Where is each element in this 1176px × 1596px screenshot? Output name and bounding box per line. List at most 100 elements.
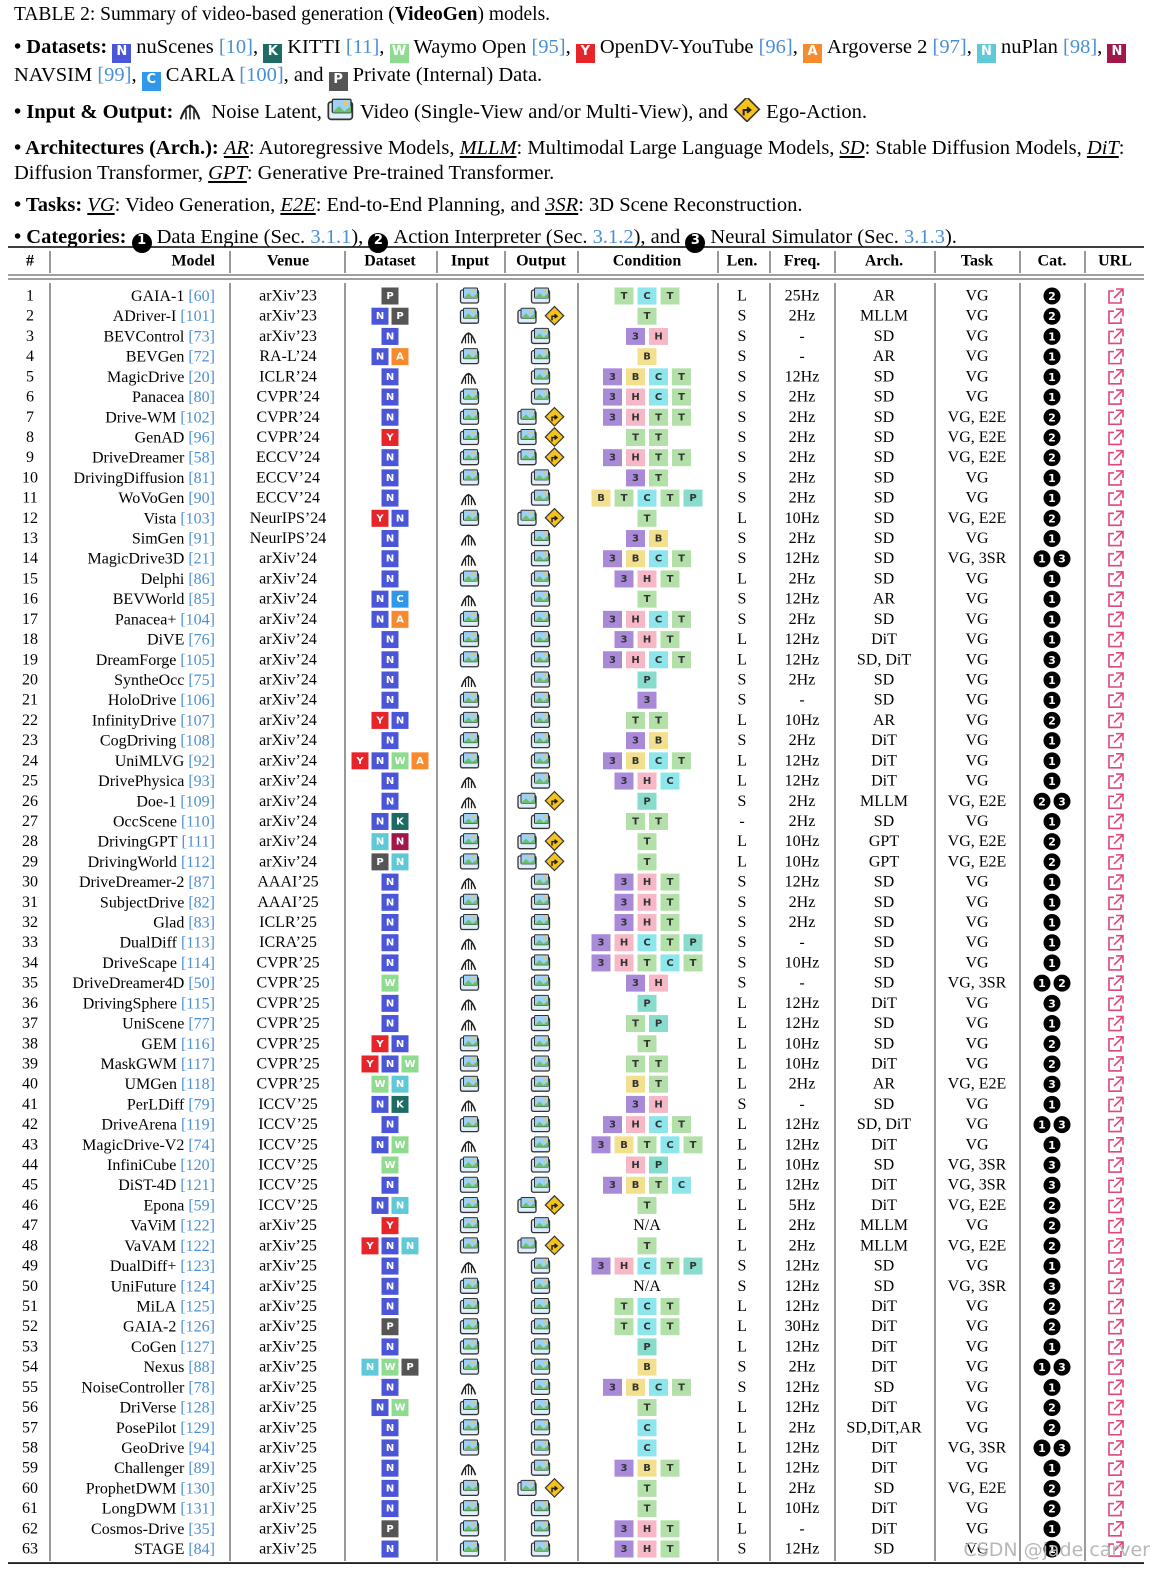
url-link[interactable] xyxy=(1108,1379,1124,1396)
url-link[interactable] xyxy=(1108,1096,1124,1113)
url-link[interactable] xyxy=(1108,672,1124,688)
url-link[interactable] xyxy=(1108,308,1124,325)
url-link[interactable] xyxy=(1108,328,1124,345)
length: S xyxy=(738,308,747,325)
io-icon xyxy=(459,388,480,405)
url-link[interactable] xyxy=(1108,1157,1124,1173)
url-link[interactable] xyxy=(1108,510,1124,527)
url-link[interactable] xyxy=(1108,1399,1124,1416)
url-link[interactable] xyxy=(1108,651,1124,668)
dataset-badge xyxy=(381,934,399,952)
url-link[interactable] xyxy=(1108,1258,1124,1274)
url-link[interactable] xyxy=(1108,490,1124,506)
frequency: 10Hz xyxy=(785,1035,820,1052)
io-icon xyxy=(459,1520,480,1537)
url-link[interactable] xyxy=(1108,1460,1124,1476)
architecture: SD xyxy=(874,1278,894,1295)
url-link[interactable] xyxy=(1108,550,1124,567)
condition-letter: P xyxy=(643,1342,650,1353)
url-link[interactable] xyxy=(1108,631,1124,648)
category-circle xyxy=(1043,570,1061,588)
condition-badge xyxy=(591,934,611,952)
io-icon xyxy=(460,1383,477,1395)
url-link[interactable] xyxy=(1108,995,1124,1012)
url-link[interactable] xyxy=(1108,530,1124,547)
url-link[interactable] xyxy=(1108,934,1124,951)
url-link[interactable] xyxy=(1108,874,1124,890)
condition-letter: T xyxy=(667,897,674,908)
url-link[interactable] xyxy=(1108,1339,1124,1355)
url-link[interactable] xyxy=(1108,1238,1124,1254)
io-icon xyxy=(460,494,477,506)
url-link[interactable] xyxy=(1108,1419,1124,1436)
condition-badge xyxy=(637,853,657,871)
model-name: VaViM xyxy=(130,1217,176,1234)
dataset-letter: N xyxy=(376,756,384,767)
url-link[interactable] xyxy=(1108,894,1124,911)
url-link[interactable] xyxy=(1108,692,1124,709)
url-link[interactable] xyxy=(1108,1521,1124,1537)
url-link[interactable] xyxy=(1108,1440,1124,1456)
condition-badge xyxy=(649,1055,668,1073)
url-link[interactable] xyxy=(1108,1278,1124,1295)
url-link[interactable] xyxy=(1108,1015,1124,1032)
url-link[interactable] xyxy=(1108,955,1124,971)
url-link[interactable] xyxy=(1108,854,1124,870)
category-number: 1 xyxy=(1048,957,1056,970)
url-link[interactable] xyxy=(1108,1197,1124,1214)
url-link[interactable] xyxy=(1108,389,1124,405)
condition-badge xyxy=(672,368,691,386)
url-link[interactable] xyxy=(1108,591,1124,607)
url-link[interactable] xyxy=(1108,1480,1124,1497)
url-link[interactable] xyxy=(1108,773,1124,789)
length: S xyxy=(738,914,747,931)
condition-letter: 3 xyxy=(621,918,628,929)
url-link[interactable] xyxy=(1108,914,1124,931)
url-link[interactable] xyxy=(1108,1116,1124,1133)
column-header: Model xyxy=(171,253,215,270)
condition-badge xyxy=(660,1298,680,1315)
url-link[interactable] xyxy=(1108,1318,1124,1335)
url-link[interactable] xyxy=(1108,1056,1124,1072)
url-link[interactable] xyxy=(1108,1177,1124,1194)
url-link[interactable] xyxy=(1108,1298,1124,1315)
legend-label: • Tasks: xyxy=(14,194,83,216)
condition-letter: 3 xyxy=(621,776,628,787)
dataset-letter: Y xyxy=(365,1241,374,1252)
url-link[interactable] xyxy=(1108,753,1124,769)
dataset-badge xyxy=(391,1136,409,1154)
url-link[interactable] xyxy=(1108,611,1124,628)
url-link[interactable] xyxy=(1108,1035,1124,1052)
url-link[interactable] xyxy=(1108,712,1124,729)
url-link[interactable] xyxy=(1108,1137,1124,1153)
url-link[interactable] xyxy=(1108,409,1124,426)
url-link[interactable] xyxy=(1108,571,1124,587)
url-link[interactable] xyxy=(1108,732,1124,749)
table-row: 35 DriveDreamer4D [50] CVPR’25 W 3 H S - SD VG, 3S… xyxy=(22,974,1124,992)
condition-letter: T xyxy=(667,877,674,888)
url-link[interactable] xyxy=(1108,449,1124,466)
url-link[interactable] xyxy=(1108,369,1124,385)
condition-badge xyxy=(672,449,691,467)
url-link[interactable] xyxy=(1108,833,1124,850)
url-link[interactable] xyxy=(1108,348,1124,365)
task: VG xyxy=(965,1541,989,1558)
url-link[interactable] xyxy=(1108,813,1124,830)
url-link[interactable] xyxy=(1108,1217,1124,1234)
url-link[interactable] xyxy=(1108,1359,1124,1375)
task: VG xyxy=(965,389,989,406)
io-icon xyxy=(517,408,537,425)
url-link[interactable] xyxy=(1108,1541,1124,1557)
url-link[interactable] xyxy=(1108,429,1124,446)
url-link[interactable] xyxy=(1108,1076,1124,1092)
condition-badge xyxy=(660,1136,680,1154)
model: ADriver-I [101] xyxy=(113,308,215,325)
url-link[interactable] xyxy=(1108,470,1124,486)
url-link[interactable] xyxy=(1108,793,1124,810)
url-link[interactable] xyxy=(1108,288,1124,304)
condition-letter: 3 xyxy=(609,614,616,625)
url-link[interactable] xyxy=(1108,1500,1124,1517)
condition-badge xyxy=(649,388,668,406)
url-link[interactable] xyxy=(1108,975,1124,991)
separator: , xyxy=(379,36,385,58)
